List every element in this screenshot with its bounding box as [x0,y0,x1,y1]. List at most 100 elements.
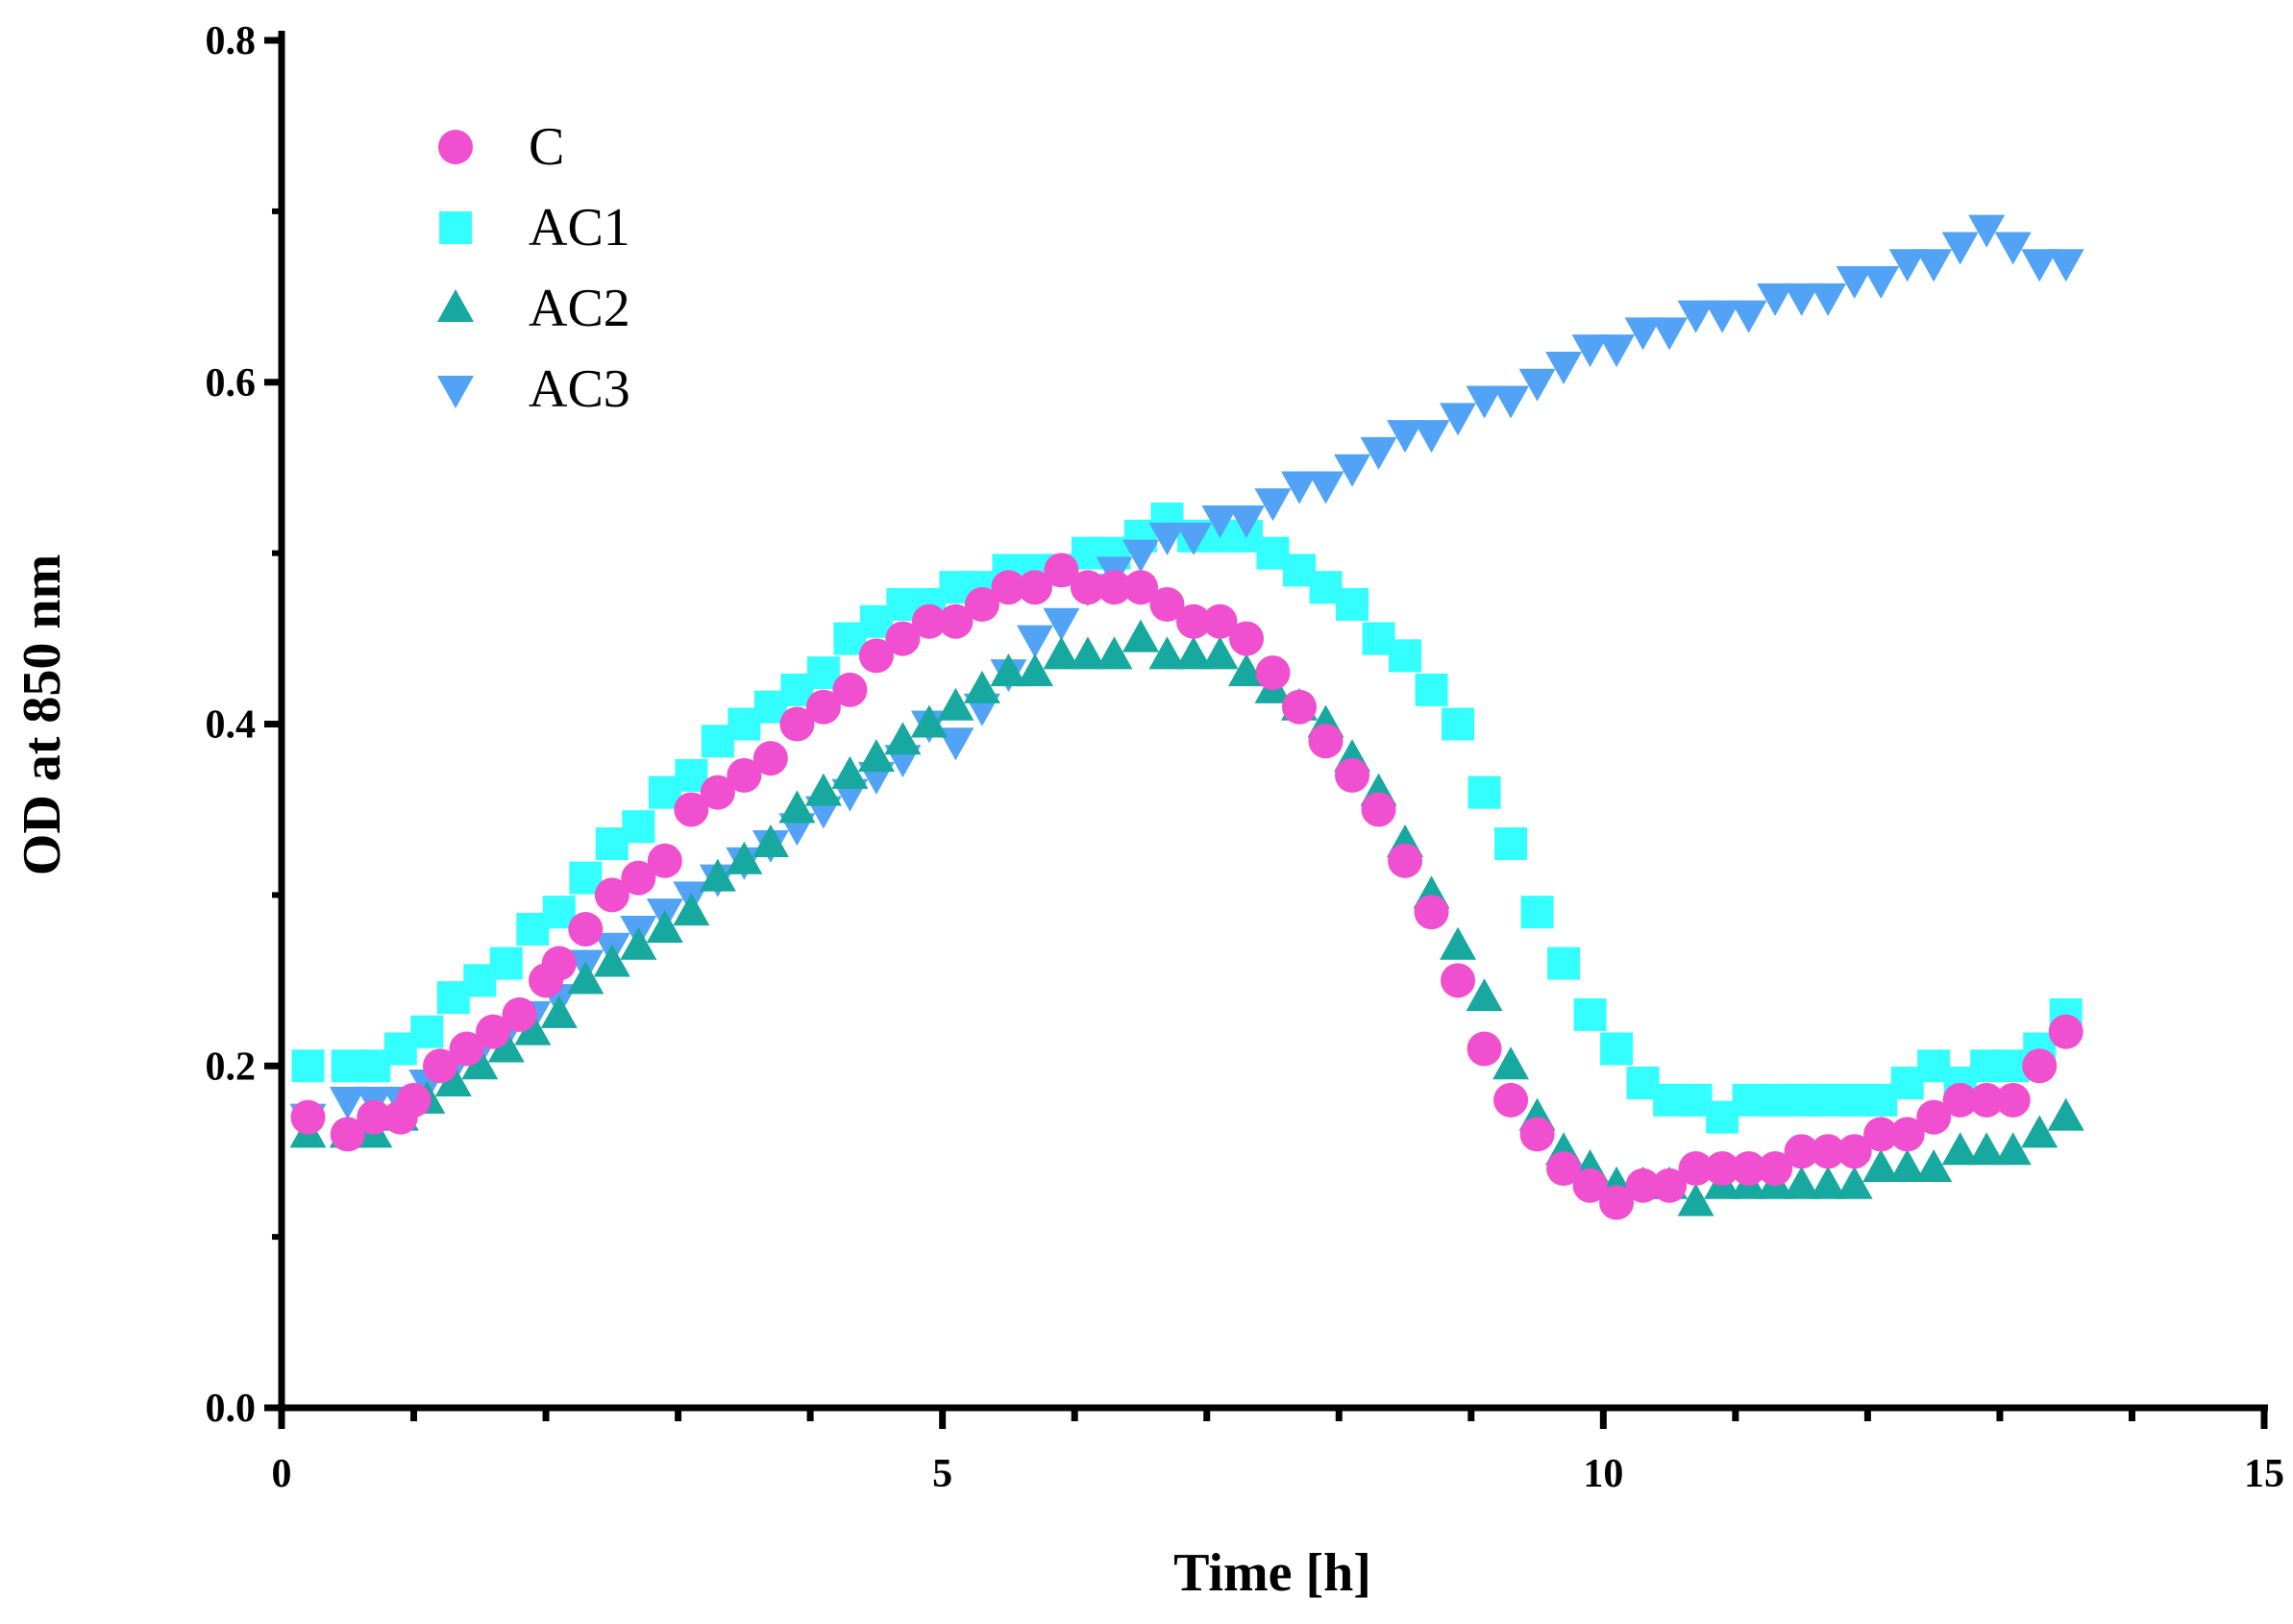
data-point-c [752,741,788,776]
data-point-ac3 [1888,249,1926,283]
data-point-ac2 [2047,1097,2084,1131]
data-point-ac3 [1492,385,1530,419]
data-point-ac3 [1941,232,1979,265]
data-point-ac3 [1994,232,2032,265]
data-point-c [1361,792,1396,827]
data-point-c [1995,1082,2031,1118]
data-point-ac2 [1677,1183,1714,1217]
x-tick-label: 5 [932,1452,952,1496]
data-point-ac2 [1941,1132,1979,1166]
data-point-ac2 [593,944,630,977]
data-point-c [674,792,709,827]
legend-marker-c [438,130,473,164]
legend-marker-ac2 [437,289,474,322]
data-point-c [330,1117,365,1152]
data-point-ac1 [1494,827,1528,861]
data-point-ac2 [1836,1166,1873,1199]
data-point-ac1 [1573,997,1607,1031]
data-point-ac3 [1466,385,1503,419]
data-point-ac2 [1888,1148,1926,1182]
data-point-c [1175,603,1211,639]
y-axis-title: OD at 850 nm [12,554,72,875]
data-point-ac3 [1730,300,1767,333]
data-point-c [1889,1117,1925,1152]
legend: C AC1 AC2 AC3 [437,117,630,419]
legend-marker-ac3 [437,376,474,408]
data-point-ac1 [1442,707,1475,741]
data-point-ac2 [1043,636,1080,670]
data-point-ac2 [1148,636,1186,670]
data-point-ac2 [1994,1132,2032,1166]
data-point-c [1149,586,1185,622]
data-point-c [885,621,921,656]
data-point-c [502,997,537,1032]
data-point-ac3 [1651,317,1689,351]
data-point-c [357,1099,392,1135]
data-point-ac3 [1545,351,1583,384]
data-point-ac2 [1096,636,1133,670]
data-point-c [1335,757,1370,793]
data-point-ac2 [2021,1115,2059,1148]
data-point-c [805,689,841,725]
data-point-c [1784,1134,1819,1169]
data-point-c [1414,895,1449,930]
data-point-c [1441,963,1476,998]
data-point-ac3 [1148,522,1186,555]
x-tick-label: 15 [2244,1452,2284,1496]
data-point-c [541,946,577,981]
data-point-c [290,1099,326,1135]
data-point-ac1 [410,1015,444,1048]
data-point-ac3 [1677,300,1714,333]
y-tick-label: 0.6 [206,361,257,406]
data-point-ac3 [1387,420,1424,454]
data-point-ac3 [1281,471,1319,504]
data-point-ac2 [540,995,578,1028]
data-point-ac2 [673,893,710,926]
data-point-ac3 [1122,539,1159,573]
data-point-ac3 [1598,334,1636,368]
data-point-ac3 [1704,300,1741,333]
data-point-ac2 [778,790,816,824]
data-point-ac2 [699,858,736,892]
data-point-c [1467,1031,1502,1067]
data-point-c [1811,1134,1846,1169]
data-point-ac3 [1968,214,2006,248]
data-point-c [1916,1099,1952,1135]
data-point-ac2 [1440,926,1477,960]
y-tick-label: 0.0 [206,1387,257,1431]
x-tick-label: 10 [1583,1452,1623,1496]
data-point-ac2 [461,1046,499,1080]
data-point-ac2 [567,961,604,995]
data-point-ac2 [434,1064,472,1097]
data-point-c [832,672,868,707]
data-point-c [1705,1150,1740,1186]
data-point-ac3 [1518,368,1556,402]
data-point-ac1 [1336,587,1369,621]
data-point-ac3 [2021,249,2059,283]
data-point-ac1 [1600,1032,1634,1066]
data-point-ac2 [1016,653,1053,687]
data-point-ac2 [752,824,789,858]
data-point-ac3 [1810,283,1847,316]
data-point-c [396,1082,431,1118]
data-point-c [1228,621,1264,656]
legend-label-c: C [529,117,564,177]
data-point-c [938,603,974,639]
data-point-ac2 [1968,1132,2006,1166]
y-tick-label: 0.2 [206,1045,257,1089]
y-tick-label: 0.8 [206,19,257,63]
data-point-ac2 [1915,1148,1953,1182]
data-point-c [1731,1150,1766,1186]
data-point-ac3 [1757,283,1794,316]
data-point-ac1 [489,947,523,980]
data-point-ac1 [1520,896,1554,929]
data-point-ac3 [1254,488,1292,522]
data-point-c [2048,1014,2083,1049]
data-point-c [911,603,947,639]
data-point-ac2 [990,653,1027,687]
data-point-ac2 [910,704,948,738]
data-point-ac3 [329,1086,366,1120]
data-point-ac3 [1783,283,1820,316]
data-point-ac1 [1389,639,1422,673]
